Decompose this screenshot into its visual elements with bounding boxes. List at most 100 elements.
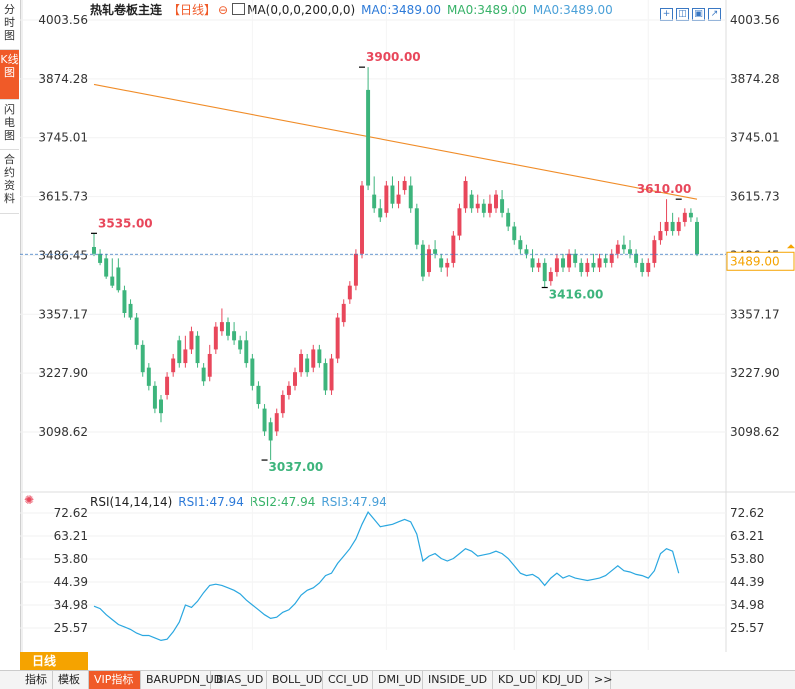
- settings-circle-icon[interactable]: ⊖: [218, 3, 229, 17]
- rsi-tick-right: 63.21: [730, 529, 764, 543]
- candle-body: [317, 349, 322, 364]
- candle-body: [427, 249, 431, 273]
- rsi-tick-left: 72.62: [54, 506, 88, 520]
- price-tick-right: 4003.56: [730, 13, 780, 27]
- rsi-settings-icon[interactable]: ✺: [23, 493, 35, 507]
- rsi-tick-right: 25.57: [730, 621, 764, 635]
- candle-body: [573, 253, 578, 263]
- rsi-tick-left: 53.80: [54, 552, 88, 566]
- price-tick-right: 3227.90: [730, 366, 780, 380]
- bottom-tab-11[interactable]: >>: [589, 671, 612, 689]
- candle-body: [384, 185, 389, 213]
- ma-value-1: MA0:3489.00: [361, 3, 442, 17]
- bottom-tab-10[interactable]: KDJ_UD: [537, 671, 589, 689]
- candle-body: [140, 344, 145, 373]
- ma200-line: [93, 83, 698, 200]
- candle-body: [110, 276, 115, 286]
- candle-body: [134, 317, 139, 345]
- bottom-tab-9[interactable]: KD_UD: [493, 671, 537, 689]
- candle-body: [195, 335, 200, 364]
- candle-body: [360, 185, 364, 254]
- bottom-tab-8[interactable]: INSIDE_UD: [423, 671, 493, 689]
- price-tick-right: 3098.62: [730, 425, 780, 439]
- candle-body: [165, 376, 170, 395]
- candle-body: [420, 244, 425, 277]
- candle-body: [561, 258, 565, 268]
- rsi-label: RSI(14,14,14): [90, 495, 173, 509]
- period-tag: 【日线】: [168, 3, 217, 17]
- candle-body: [524, 249, 529, 254]
- rsi-tick-right: 72.62: [730, 506, 764, 520]
- rsi-tick-right: 44.39: [730, 575, 764, 589]
- candle-body: [615, 244, 620, 254]
- bottom-tab-2[interactable]: VIP指标: [89, 671, 141, 689]
- candle-body: [207, 353, 212, 377]
- candle-body: [585, 262, 590, 273]
- candle-body: [372, 194, 377, 209]
- rsi-header: RSI(14,14,14) RSI1:47.94 RSI2:47.94 RSI3:47…: [90, 495, 393, 509]
- candle-body: [670, 221, 675, 232]
- candle-body: [487, 203, 492, 213]
- candle-body: [658, 231, 663, 241]
- candle-body: [481, 203, 486, 213]
- candle-body: [171, 358, 176, 373]
- candle-body: [329, 358, 334, 391]
- bottom-tab-3[interactable]: BARUPDN_UD: [141, 671, 222, 689]
- ma-label: MA(0,0,0,200,0,0): [247, 3, 356, 17]
- candle-body: [244, 340, 249, 364]
- candle-body: [98, 253, 103, 263]
- candle-body: [238, 340, 243, 350]
- bottom-tab-6[interactable]: CCI_UD: [323, 671, 373, 689]
- candle-body: [146, 367, 151, 386]
- price-tick-left: 4003.56: [38, 13, 88, 27]
- bottom-tab-bar: 指标 模板 VIP指标 BARUPDN_UD BIAS_UD BOLL_UD CCI_UD D…: [0, 670, 795, 689]
- candle-body: [634, 253, 639, 263]
- bottom-tab-4[interactable]: BIAS_UD: [211, 671, 267, 689]
- candle-body: [323, 363, 328, 391]
- candle-body: [554, 258, 559, 273]
- rsi-value-3: RSI3:47.94: [321, 495, 387, 509]
- candle-body: [542, 262, 547, 282]
- candle-body: [664, 221, 669, 232]
- rsi-tick-right: 34.98: [730, 598, 764, 612]
- rsi-tick-left: 25.57: [54, 621, 88, 635]
- bottom-tab-0[interactable]: 指标: [20, 671, 53, 689]
- candle-body: [402, 180, 407, 191]
- extreme-label: 3535.00: [98, 216, 153, 230]
- tab-kline[interactable]: K线图: [0, 50, 19, 100]
- period-button[interactable]: 日线: [20, 652, 88, 670]
- chart-canvas[interactable]: 4003.56 4003.56 3874.28 3874.28 3745.01 3745.…: [20, 0, 795, 652]
- indicator-icon[interactable]: [232, 3, 246, 15]
- symbol-name: 热轧卷板主连: [90, 3, 163, 17]
- candle-body: [676, 221, 681, 232]
- candle-body: [92, 246, 96, 254]
- candle-body: [311, 349, 316, 368]
- last-price-label: 3489.00: [730, 254, 780, 268]
- candle-body: [353, 253, 358, 286]
- price-tick-right: 3874.28: [730, 72, 780, 86]
- tab-timeshare[interactable]: 分时图: [0, 0, 19, 50]
- candle-body: [159, 399, 163, 414]
- candle-body: [628, 249, 632, 254]
- tab-flash-chart[interactable]: 闪电图: [0, 100, 19, 150]
- candle-body: [189, 331, 194, 350]
- bottom-tab-7[interactable]: DMI_UD: [373, 671, 423, 689]
- bottom-tab-1[interactable]: 模板: [53, 671, 89, 689]
- tab-contract-info[interactable]: 合约资料: [0, 150, 19, 214]
- candle-body: [274, 413, 279, 432]
- ma-value-3: MA0:3489.00: [532, 3, 613, 17]
- rsi-value-2: RSI2:47.94: [249, 495, 316, 509]
- candle-body: [378, 208, 383, 218]
- rsi-tick-left: 34.98: [54, 598, 88, 612]
- rsi-tick-right: 53.80: [730, 552, 764, 566]
- candle-body: [518, 240, 523, 250]
- candle-body: [414, 208, 419, 245]
- candle-body: [695, 221, 699, 255]
- bottom-tab-5[interactable]: BOLL_UD: [267, 671, 323, 689]
- candle-body: [152, 385, 157, 409]
- candle-body: [390, 185, 395, 204]
- candle-body: [396, 194, 401, 204]
- candle-body: [640, 262, 645, 273]
- candle-body: [250, 358, 255, 386]
- extreme-label: 3610.00: [637, 182, 692, 196]
